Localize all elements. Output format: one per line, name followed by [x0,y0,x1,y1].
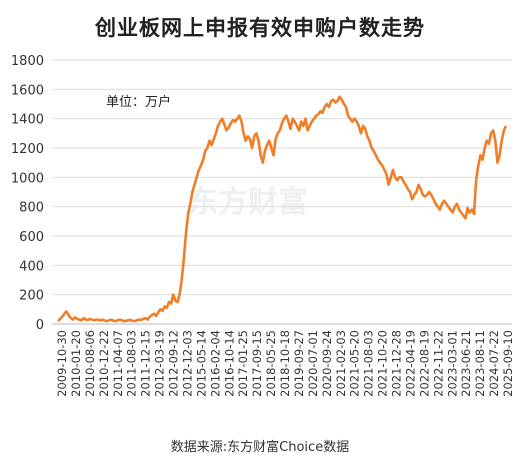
y-tick-label: 400 [19,259,44,274]
x-tick-label: 2025-09-10 [501,330,515,397]
gridlines [52,59,512,325]
x-tick-label: 2010-08-06 [83,330,97,397]
x-tick-label: 2023-03-01 [445,330,459,397]
y-tick-label: 0 [36,318,44,333]
x-tick-label: 2018-05-25 [264,330,278,397]
x-tick-label: 2021-02-03 [334,330,348,397]
chart-title: 创业板网上申报有效申购户数走势 [95,16,425,40]
source-note: 数据来源:东方财富Choice数据 [170,440,350,455]
x-tick-label: 2012-09-12 [167,330,181,397]
x-tick-label: 2022-11-22 [431,330,445,397]
x-tick-label: 2021-08-03 [362,330,376,397]
x-axis: 2009-10-30 2010-01-20 2010-08-06 2010-12-22… [55,330,515,397]
x-tick-label: 2015-05-14 [194,330,208,397]
x-tick-label: 2021-12-28 [390,330,404,397]
y-tick-label: 600 [19,230,44,245]
watermark-text: 东方财富 [188,185,308,220]
x-tick-label: 2022-08-19 [417,330,431,397]
x-tick-label: 2018-10-18 [278,330,292,397]
x-tick-label: 2023-06-21 [459,330,473,397]
x-tick-label: 2011-12-15 [139,330,153,397]
x-tick-label: 2020-09-24 [320,330,334,397]
x-tick-label: 2022-04-19 [403,330,417,397]
x-tick-label: 2009-10-30 [55,330,69,397]
x-tick-label: 2010-01-20 [69,330,83,397]
x-tick-label: 2024-07-22 [487,330,501,397]
y-tick-label: 1200 [11,142,44,157]
y-tick-label: 1800 [11,54,44,69]
y-tick-label: 200 [19,289,44,304]
x-tick-label: 2019-09-27 [292,330,306,397]
x-tick-label: 2011-04-07 [111,330,125,397]
y-axis: 0 200 400 600 800 1000 1200 1400 1600 1800 [11,54,44,333]
y-tick-label: 800 [19,201,44,216]
x-tick-label: 2023-08-11 [473,330,487,397]
y-tick-label: 1000 [11,171,44,186]
x-tick-label: 2017-01-25 [236,330,250,397]
x-tick-label: 2011-08-03 [125,330,139,397]
x-tick-label: 2020-07-01 [306,330,320,397]
x-tick-label: 2012-03-19 [153,330,167,397]
series-line [57,95,508,323]
y-tick-label: 1400 [11,113,44,128]
y-tick-label: 1600 [11,83,44,98]
x-tick-label: 2017-09-15 [250,330,264,397]
unit-label: 单位：万户 [106,94,171,110]
x-tick-label: 2021-05-20 [348,330,362,397]
x-tick-label: 2016-02-04 [208,330,222,397]
x-tick-label: 2012-12-03 [180,330,194,397]
x-tick-label: 2010-12-22 [97,330,111,397]
x-tick-label: 2021-10-20 [376,330,390,397]
x-tick-label: 2016-10-14 [222,330,236,397]
